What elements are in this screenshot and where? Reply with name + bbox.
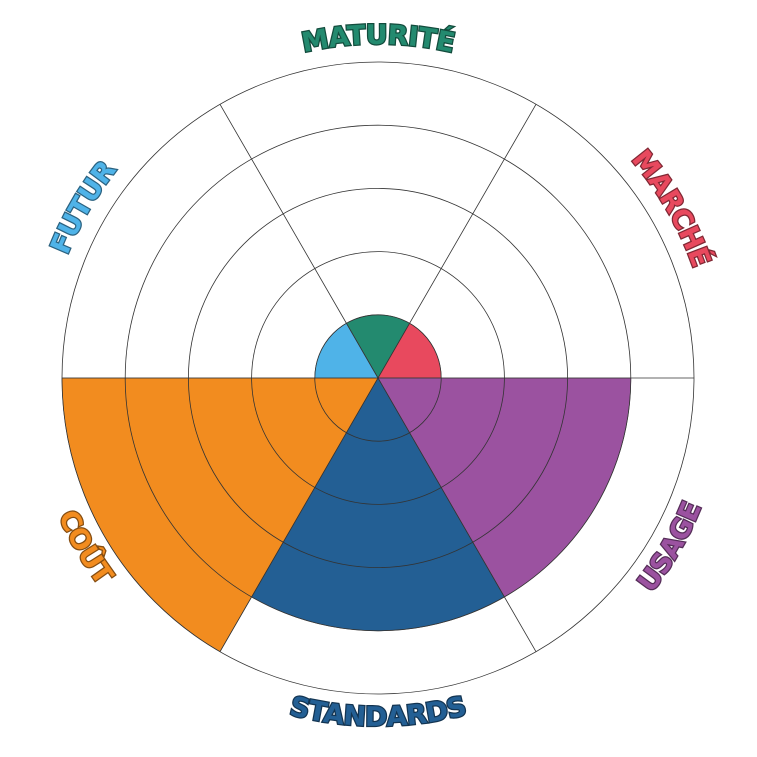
category-label-text: MATURITÉ xyxy=(298,19,459,61)
sectors xyxy=(61,314,632,653)
spoke xyxy=(377,104,537,379)
category-label: FUTUR xyxy=(45,155,122,258)
category-label: MARCHÉ xyxy=(625,144,717,271)
category-label-text: STANDARDS xyxy=(286,690,471,734)
category-label: STANDARDS xyxy=(287,691,469,733)
category-label-text: FUTUR xyxy=(44,154,124,260)
category-label: MATURITÉ xyxy=(299,20,457,59)
spoke xyxy=(219,377,379,652)
grid xyxy=(61,61,695,695)
spoke xyxy=(219,104,379,379)
category-label-text: MARCHÉ xyxy=(624,143,719,272)
category-label-text: USAGE xyxy=(631,496,710,599)
category-label: USAGE xyxy=(632,497,708,597)
spoke xyxy=(377,377,537,652)
